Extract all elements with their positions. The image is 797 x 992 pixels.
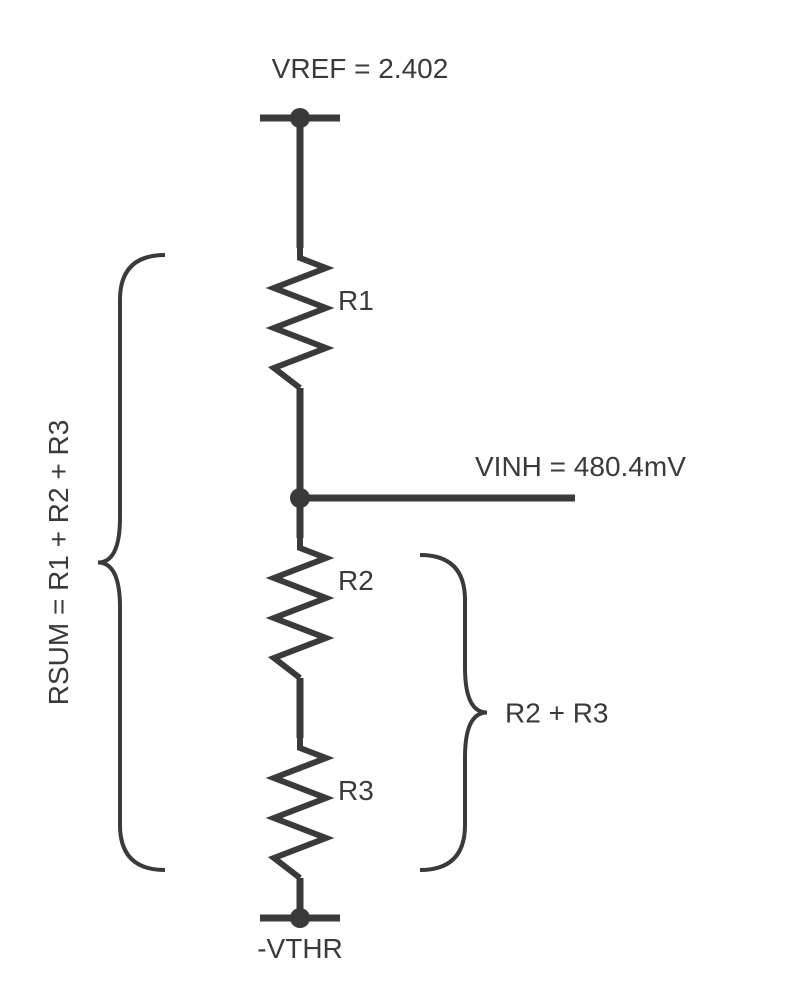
vinh-label: VINH = 480.4mV bbox=[475, 451, 686, 482]
r2r3-label: R2 + R3 bbox=[505, 698, 609, 729]
left-brace bbox=[98, 255, 165, 870]
r1-label: R1 bbox=[338, 285, 374, 316]
vref-label: VREF = 2.402 bbox=[272, 53, 449, 84]
resistor-r2 bbox=[274, 538, 326, 678]
circuit-diagram: VREF = 2.402 -VTHR VINH = 480.4mV R1 R2 … bbox=[0, 0, 797, 992]
rsum-label: RSUM = R1 + R2 + R3 bbox=[43, 420, 74, 706]
r2-label: R2 bbox=[338, 565, 374, 596]
vthr-label: -VTHR bbox=[257, 933, 343, 964]
resistor-r1 bbox=[274, 248, 326, 388]
r3-label: R3 bbox=[338, 775, 374, 806]
right-brace bbox=[420, 555, 487, 870]
resistor-r3 bbox=[274, 738, 326, 878]
